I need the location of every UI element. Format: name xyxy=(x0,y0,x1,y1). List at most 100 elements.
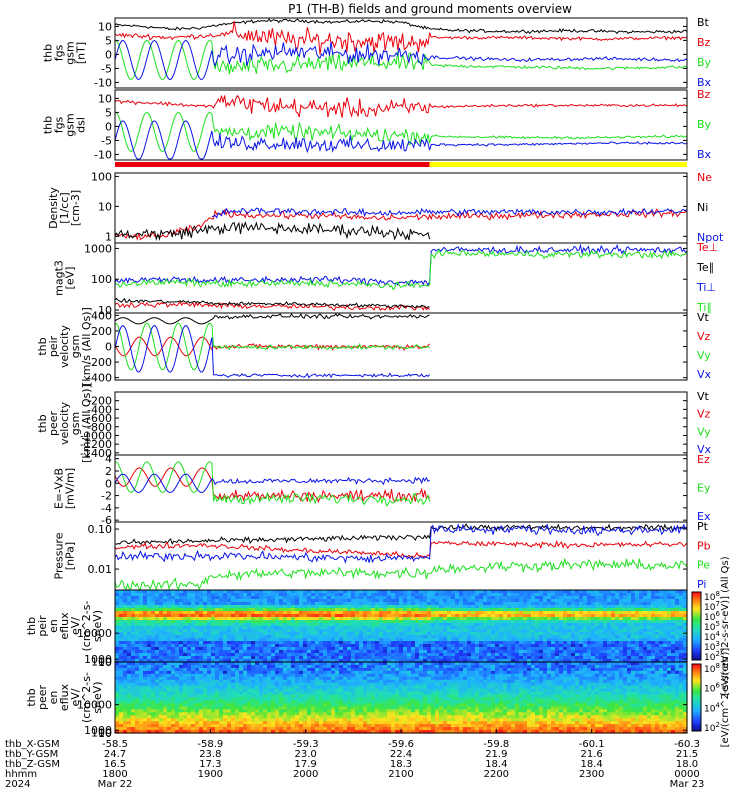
heat-cell xyxy=(643,638,648,642)
heat-cell xyxy=(127,685,132,690)
heat-cell xyxy=(659,605,664,609)
heat-cell xyxy=(267,715,272,719)
heat-cell xyxy=(203,632,208,636)
heat-cell xyxy=(263,727,268,731)
heat-cell xyxy=(463,602,468,606)
heat-cell xyxy=(487,632,492,636)
heat-cell xyxy=(123,650,128,654)
heat-cell xyxy=(323,727,328,731)
heat-cell xyxy=(471,605,476,609)
heat-cell xyxy=(347,656,352,660)
heat-cell xyxy=(675,590,680,594)
heat-cell xyxy=(615,629,620,633)
heat-cell xyxy=(235,608,240,612)
heat-cell xyxy=(187,635,192,639)
heat-cell xyxy=(199,685,204,690)
heat-cell xyxy=(367,629,372,633)
heat-cell xyxy=(315,647,320,651)
heat-cell xyxy=(435,653,440,657)
heat-cell xyxy=(407,599,412,603)
heat-cell xyxy=(495,608,500,612)
heat-cell xyxy=(167,664,172,669)
heat-cell xyxy=(595,620,600,624)
heat-cell xyxy=(347,617,352,621)
heat-cell xyxy=(159,605,164,609)
heat-cell xyxy=(395,632,400,636)
heat-cell xyxy=(307,685,312,690)
heat-cell xyxy=(167,596,172,600)
heat-cell xyxy=(659,611,664,615)
heat-cell xyxy=(151,650,156,654)
heat-cell xyxy=(363,593,368,597)
heat-cell xyxy=(131,664,136,669)
heat-cell xyxy=(127,682,132,687)
heat-cell xyxy=(531,620,536,624)
heat-cell xyxy=(239,656,244,660)
heat-cell xyxy=(423,596,428,600)
heat-cell xyxy=(507,656,512,660)
heat-cell xyxy=(159,623,164,627)
heat-cell xyxy=(183,721,188,725)
heat-cell xyxy=(435,635,440,639)
heat-cell xyxy=(499,590,504,594)
heat-cell xyxy=(659,659,664,663)
heat-cell xyxy=(631,620,636,624)
heat-cell xyxy=(231,709,236,713)
heat-cell xyxy=(127,644,132,648)
heat-cell xyxy=(151,617,156,621)
heat-cell xyxy=(531,629,536,633)
heat-cell xyxy=(431,647,436,651)
heat-cell xyxy=(175,647,180,651)
heat-cell xyxy=(199,694,204,699)
heat-cell xyxy=(391,617,396,621)
heat-cell xyxy=(251,647,256,651)
heat-cell xyxy=(175,703,180,707)
heat-cell xyxy=(163,656,168,660)
heat-cell xyxy=(547,638,552,642)
heat-cell xyxy=(619,605,624,609)
heat-cell xyxy=(251,641,256,645)
heat-cell xyxy=(527,638,532,642)
heat-cell xyxy=(243,629,248,633)
heat-cell xyxy=(611,656,616,660)
heat-cell xyxy=(515,602,520,606)
heat-cell xyxy=(323,632,328,636)
heat-cell xyxy=(683,596,688,600)
heat-cell xyxy=(211,617,216,621)
heat-cell xyxy=(559,593,564,597)
heat-cell xyxy=(403,644,408,648)
heat-cell xyxy=(491,638,496,642)
heat-cell xyxy=(531,617,536,621)
heat-cell xyxy=(607,602,612,606)
heat-cell xyxy=(555,656,560,660)
heat-cell xyxy=(495,635,500,639)
heat-cell xyxy=(647,590,652,594)
heat-cell xyxy=(579,656,584,660)
heat-cell xyxy=(331,694,336,699)
heat-cell xyxy=(331,623,336,627)
heat-cell xyxy=(487,590,492,594)
heat-cell xyxy=(331,700,336,705)
heat-cell xyxy=(467,626,472,630)
heat-cell xyxy=(171,673,176,678)
heat-cell xyxy=(519,644,524,648)
heat-cell xyxy=(167,656,172,660)
heat-cell xyxy=(511,617,516,621)
heat-cell xyxy=(115,635,120,639)
heat-cell xyxy=(495,617,500,621)
heat-cell xyxy=(475,602,480,606)
heat-cell xyxy=(551,638,556,642)
heat-cell xyxy=(279,730,284,734)
heat-cell xyxy=(347,629,352,633)
heat-cell xyxy=(215,590,220,594)
heat-cell xyxy=(471,626,476,630)
heat-cell xyxy=(431,608,436,612)
heat-cell xyxy=(367,620,372,624)
heat-cell xyxy=(287,593,292,597)
heat-cell xyxy=(235,596,240,600)
heat-cell xyxy=(447,593,452,597)
heat-cell xyxy=(299,656,304,660)
heat-cell xyxy=(131,730,136,734)
heat-cell xyxy=(511,608,516,612)
heat-cell xyxy=(427,590,432,594)
